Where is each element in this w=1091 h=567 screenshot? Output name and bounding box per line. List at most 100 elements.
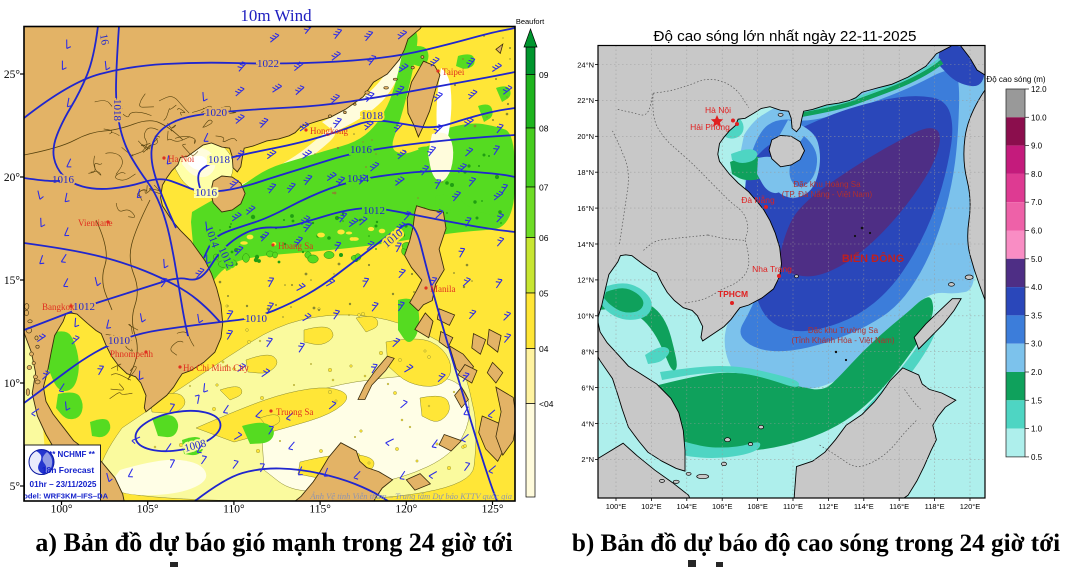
svg-text:Phnompenh: Phnompenh bbox=[110, 349, 154, 359]
svg-text:114°E: 114°E bbox=[854, 502, 874, 511]
svg-text:Độ cao sóng (m): Độ cao sóng (m) bbox=[986, 75, 1045, 84]
svg-text:6°N: 6°N bbox=[581, 383, 594, 392]
svg-text:125°: 125° bbox=[482, 504, 504, 516]
svg-text:Hoang Sa: Hoang Sa bbox=[278, 241, 313, 251]
svg-text:06: 06 bbox=[539, 233, 549, 243]
svg-text:116°E: 116°E bbox=[889, 502, 909, 511]
svg-text:10°N: 10°N bbox=[577, 312, 594, 321]
svg-text:(Tỉnh Khánh Hòa - Việt Nam): (Tỉnh Khánh Hòa - Việt Nam) bbox=[791, 336, 894, 345]
svg-text:12.0: 12.0 bbox=[1031, 85, 1047, 94]
svg-text:100°: 100° bbox=[51, 504, 73, 516]
svg-text:04: 04 bbox=[539, 344, 549, 354]
svg-text:09: 09 bbox=[539, 70, 549, 80]
svg-text:Nha Trang: Nha Trang bbox=[752, 264, 792, 274]
svg-text:Truong Sa: Truong Sa bbox=[276, 407, 313, 417]
svg-text:01hr – 23/11/2025: 01hr – 23/11/2025 bbox=[30, 480, 97, 489]
svg-text:115°: 115° bbox=[309, 504, 331, 516]
svg-text:106°E: 106°E bbox=[712, 502, 733, 511]
svg-text:(TP. Đà Nẵng - Việt Nam): (TP. Đà Nẵng - Việt Nam) bbox=[782, 190, 873, 199]
svg-text:10.0: 10.0 bbox=[1031, 113, 1047, 122]
svg-text:4°N: 4°N bbox=[581, 419, 594, 428]
svg-text:20°N: 20°N bbox=[577, 132, 594, 141]
svg-text:112°E: 112°E bbox=[818, 502, 838, 511]
svg-text:15°: 15° bbox=[4, 275, 21, 287]
svg-text:6.0: 6.0 bbox=[1031, 227, 1043, 236]
svg-text:18h Forecast: 18h Forecast bbox=[42, 465, 95, 475]
svg-text:07: 07 bbox=[539, 183, 549, 193]
svg-text:8°N: 8°N bbox=[581, 348, 594, 357]
svg-text:b) Bản đồ dự báo độ cao sóng t: b) Bản đồ dự báo độ cao sóng trong 24 gi… bbox=[572, 530, 1060, 557]
svg-text:1010: 1010 bbox=[245, 313, 268, 325]
svg-text:12°N: 12°N bbox=[577, 276, 594, 285]
svg-text:Model: WRF3KM–IFS–DA: Model: WRF3KM–IFS–DA bbox=[17, 492, 109, 501]
svg-text:1.0: 1.0 bbox=[1031, 425, 1043, 434]
svg-text:1016: 1016 bbox=[195, 187, 218, 199]
svg-text:2.0: 2.0 bbox=[1031, 368, 1043, 377]
svg-text:120°E: 120°E bbox=[960, 502, 981, 511]
svg-text:Beaufort: Beaufort bbox=[516, 17, 545, 26]
svg-text:1014: 1014 bbox=[347, 173, 370, 185]
svg-text:Đà Nẵng: Đà Nẵng bbox=[741, 195, 775, 205]
svg-text:Đặc khu Trường Sa: Đặc khu Trường Sa bbox=[808, 326, 879, 335]
svg-text:120°: 120° bbox=[395, 504, 417, 516]
svg-text:1018: 1018 bbox=[361, 110, 384, 122]
svg-text:** NCHMF **: ** NCHMF ** bbox=[49, 450, 96, 459]
svg-text:05: 05 bbox=[539, 289, 549, 299]
svg-text:18°N: 18°N bbox=[577, 168, 594, 177]
svg-text:Độ cao sóng lớn nhất ngày 22-1: Độ cao sóng lớn nhất ngày 22-11-2025 bbox=[654, 28, 917, 45]
svg-text:24°N: 24°N bbox=[577, 60, 594, 69]
svg-text:16°N: 16°N bbox=[577, 204, 594, 213]
svg-text:1020: 1020 bbox=[205, 107, 228, 119]
svg-text:1018: 1018 bbox=[111, 99, 123, 122]
svg-text:110°: 110° bbox=[223, 504, 245, 516]
svg-text:1010: 1010 bbox=[108, 335, 131, 347]
svg-text:5°: 5° bbox=[10, 481, 21, 493]
svg-text:1022: 1022 bbox=[257, 58, 279, 70]
svg-text:9.0: 9.0 bbox=[1031, 142, 1043, 151]
svg-text:Ha Noi: Ha Noi bbox=[168, 154, 195, 164]
svg-text:104°E: 104°E bbox=[677, 502, 698, 511]
svg-text:1016: 1016 bbox=[52, 174, 75, 186]
svg-text:22°N: 22°N bbox=[577, 96, 594, 105]
svg-text:5.0: 5.0 bbox=[1031, 255, 1043, 264]
svg-text:TPHCM: TPHCM bbox=[718, 289, 748, 299]
svg-text:16: 16 bbox=[97, 33, 111, 46]
svg-text:1012: 1012 bbox=[363, 205, 385, 217]
svg-text:<04: <04 bbox=[539, 399, 554, 409]
svg-text:Manila: Manila bbox=[430, 284, 456, 294]
svg-text:100°E: 100°E bbox=[606, 502, 627, 511]
svg-text:108°E: 108°E bbox=[747, 502, 768, 511]
svg-text:110°E: 110°E bbox=[783, 502, 803, 511]
svg-text:Bangkok: Bangkok bbox=[42, 302, 75, 312]
svg-text:2°N: 2°N bbox=[581, 455, 594, 464]
svg-text:Ho Chi Minh City: Ho Chi Minh City bbox=[183, 363, 249, 373]
svg-text:1018: 1018 bbox=[208, 154, 231, 166]
svg-text:10m Wind: 10m Wind bbox=[240, 6, 312, 25]
svg-text:3.5: 3.5 bbox=[1031, 311, 1043, 320]
svg-text:Đặc khu Hoàng Sa: Đặc khu Hoàng Sa bbox=[793, 180, 861, 189]
svg-text:1016: 1016 bbox=[350, 144, 373, 156]
svg-text:Hải Phòng: Hải Phòng bbox=[690, 122, 730, 132]
svg-text:118°E: 118°E bbox=[925, 502, 945, 511]
svg-text:102°E: 102°E bbox=[641, 502, 662, 511]
svg-text:4.0: 4.0 bbox=[1031, 283, 1043, 292]
svg-text:3.0: 3.0 bbox=[1031, 340, 1043, 349]
svg-text:Hongkong: Hongkong bbox=[310, 126, 348, 136]
svg-text:Vientiane: Vientiane bbox=[78, 218, 112, 228]
svg-text:8.0: 8.0 bbox=[1031, 170, 1043, 179]
svg-text:20°: 20° bbox=[4, 172, 21, 184]
svg-text:Taipei: Taipei bbox=[442, 67, 465, 77]
svg-text:14°N: 14°N bbox=[577, 240, 594, 249]
svg-text:10°: 10° bbox=[4, 378, 21, 390]
svg-text:Hà Nội: Hà Nội bbox=[705, 105, 731, 115]
svg-text:25°: 25° bbox=[4, 69, 21, 81]
svg-text:08: 08 bbox=[539, 124, 549, 134]
svg-text:1012: 1012 bbox=[73, 301, 95, 313]
svg-text:Ảnh Vệ tinh Viễn thám – Trung: Ảnh Vệ tinh Viễn thám – Trung tâm Dự báo… bbox=[309, 491, 512, 501]
svg-text:BIỂN ĐÔNG: BIỂN ĐÔNG bbox=[842, 252, 904, 265]
svg-text:7.0: 7.0 bbox=[1031, 198, 1043, 207]
svg-text:a) Bản đồ dự báo gió mạnh tron: a) Bản đồ dự báo gió mạnh trong 24 giờ t… bbox=[35, 528, 512, 557]
svg-text:0.5: 0.5 bbox=[1031, 453, 1043, 462]
svg-text:105°: 105° bbox=[137, 504, 159, 516]
svg-text:1.5: 1.5 bbox=[1031, 396, 1043, 405]
